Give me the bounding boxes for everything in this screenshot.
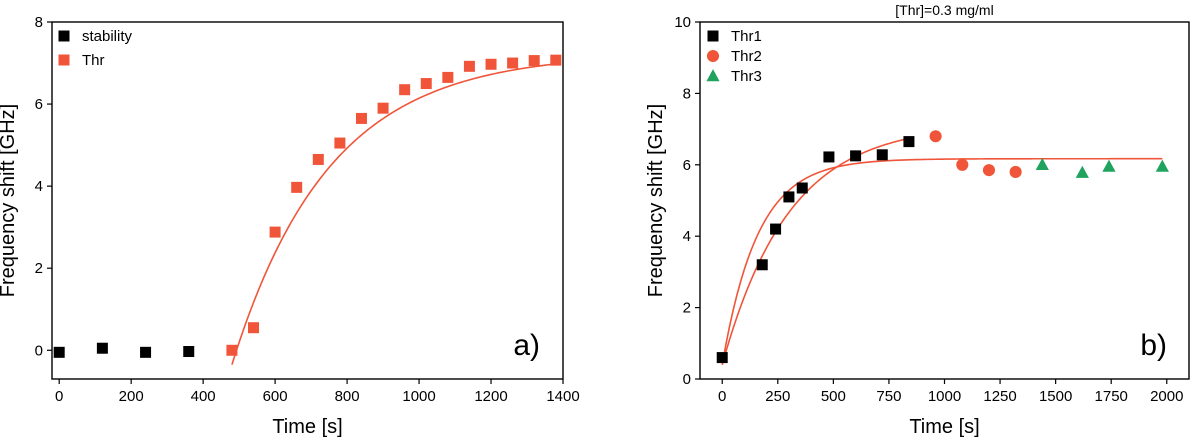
x-tick-label: 750: [876, 388, 901, 405]
data-point-thr: [378, 103, 389, 114]
data-point-thr1: [823, 151, 834, 162]
y-tick-label: 0: [683, 371, 691, 388]
y-tick-label: 4: [35, 178, 43, 195]
x-tick-label: 1500: [1039, 388, 1072, 405]
data-point-stability: [97, 343, 108, 354]
y-tick-label: 0: [35, 342, 43, 359]
data-point-thr: [226, 345, 237, 356]
data-point-thr: [464, 61, 475, 72]
data-point-stability: [54, 347, 65, 358]
x-tick-label: 400: [191, 388, 216, 405]
y-tick-label: 2: [35, 260, 43, 277]
data-point-thr: [421, 78, 432, 89]
y-axis-title: Frequency shift [GHz]: [0, 104, 19, 297]
data-point-thr1: [877, 149, 888, 160]
panel-label: b): [1140, 329, 1167, 362]
data-point-thr: [356, 113, 367, 124]
y-tick-label: 6: [683, 157, 691, 174]
data-point-thr1: [797, 183, 808, 194]
data-point-thr1: [770, 224, 781, 235]
x-tick-label: 1400: [546, 388, 579, 405]
data-point-thr1: [783, 191, 794, 202]
x-tick-label: 1750: [1095, 388, 1128, 405]
x-tick-label: 1200: [474, 388, 507, 405]
legend-marker-thr: [59, 55, 70, 66]
y-tick-label: 10: [674, 14, 691, 31]
y-axis-title: Frequency shift [GHz]: [645, 104, 667, 297]
x-tick-label: 1250: [983, 388, 1016, 405]
x-tick-label: 0: [718, 388, 726, 405]
x-tick-label: 1000: [402, 388, 435, 405]
figure: 0 200 400 600 800 1000 1200 1400 0 2 4 6 8 Time [s] Fr…: [0, 0, 1200, 439]
legend-label-thr1: Thr1: [731, 28, 762, 45]
data-point-stability: [140, 347, 151, 358]
data-point-thr1: [850, 150, 861, 161]
x-tick-label: 0: [55, 388, 63, 405]
data-point-thr: [248, 322, 259, 333]
data-point-thr: [507, 58, 518, 69]
x-tick-label: 2000: [1150, 388, 1183, 405]
data-point-thr: [529, 55, 540, 66]
legend-marker-stability: [59, 31, 70, 42]
chart-title: [Thr]=0.3 mg/ml: [895, 2, 993, 18]
y-tick-label: 4: [683, 228, 691, 245]
data-point-thr: [486, 59, 497, 70]
panel-label: a): [513, 329, 540, 362]
data-point-thr2: [1010, 166, 1022, 178]
data-point-thr: [313, 154, 324, 165]
data-point-thr: [291, 182, 302, 193]
x-tick-label: 250: [765, 388, 790, 405]
data-point-thr2: [983, 164, 995, 176]
y-tick-label: 2: [683, 300, 691, 317]
data-point-thr: [442, 72, 453, 83]
data-point-thr1: [717, 352, 728, 363]
data-point-thr1: [757, 259, 768, 270]
data-point-thr2: [956, 159, 968, 171]
x-axis-title: Time [s]: [909, 416, 979, 438]
legend-label-thr: Thr: [82, 52, 105, 69]
legend-marker-thr2: [707, 50, 719, 62]
data-point-thr: [270, 227, 281, 238]
data-point-thr: [334, 138, 345, 149]
chart-figure: 0 200 400 600 800 1000 1200 140002468Time [s]Fr…: [0, 0, 1200, 439]
legend-label-stability: stability: [82, 28, 133, 45]
y-tick-label: 6: [35, 96, 43, 113]
y-tick-label: 8: [35, 14, 43, 31]
data-point-thr1: [903, 136, 914, 147]
x-tick-label: 1000: [928, 388, 961, 405]
legend-label-thr2: Thr2: [731, 48, 762, 65]
data-point-thr2: [930, 130, 942, 142]
background: [0, 0, 1200, 439]
data-point-thr: [399, 84, 410, 95]
x-tick-label: 200: [119, 388, 144, 405]
legend-label-thr3: Thr3: [731, 68, 762, 85]
y-tick-label: 8: [683, 85, 691, 102]
data-point-stability: [183, 346, 194, 357]
legend-marker-thr1: [708, 31, 719, 42]
data-point-thr: [550, 55, 561, 66]
x-tick-label: 500: [821, 388, 846, 405]
x-axis-title: Time [s]: [272, 416, 342, 438]
x-tick-label: 800: [335, 388, 360, 405]
x-tick-label: 600: [263, 388, 288, 405]
